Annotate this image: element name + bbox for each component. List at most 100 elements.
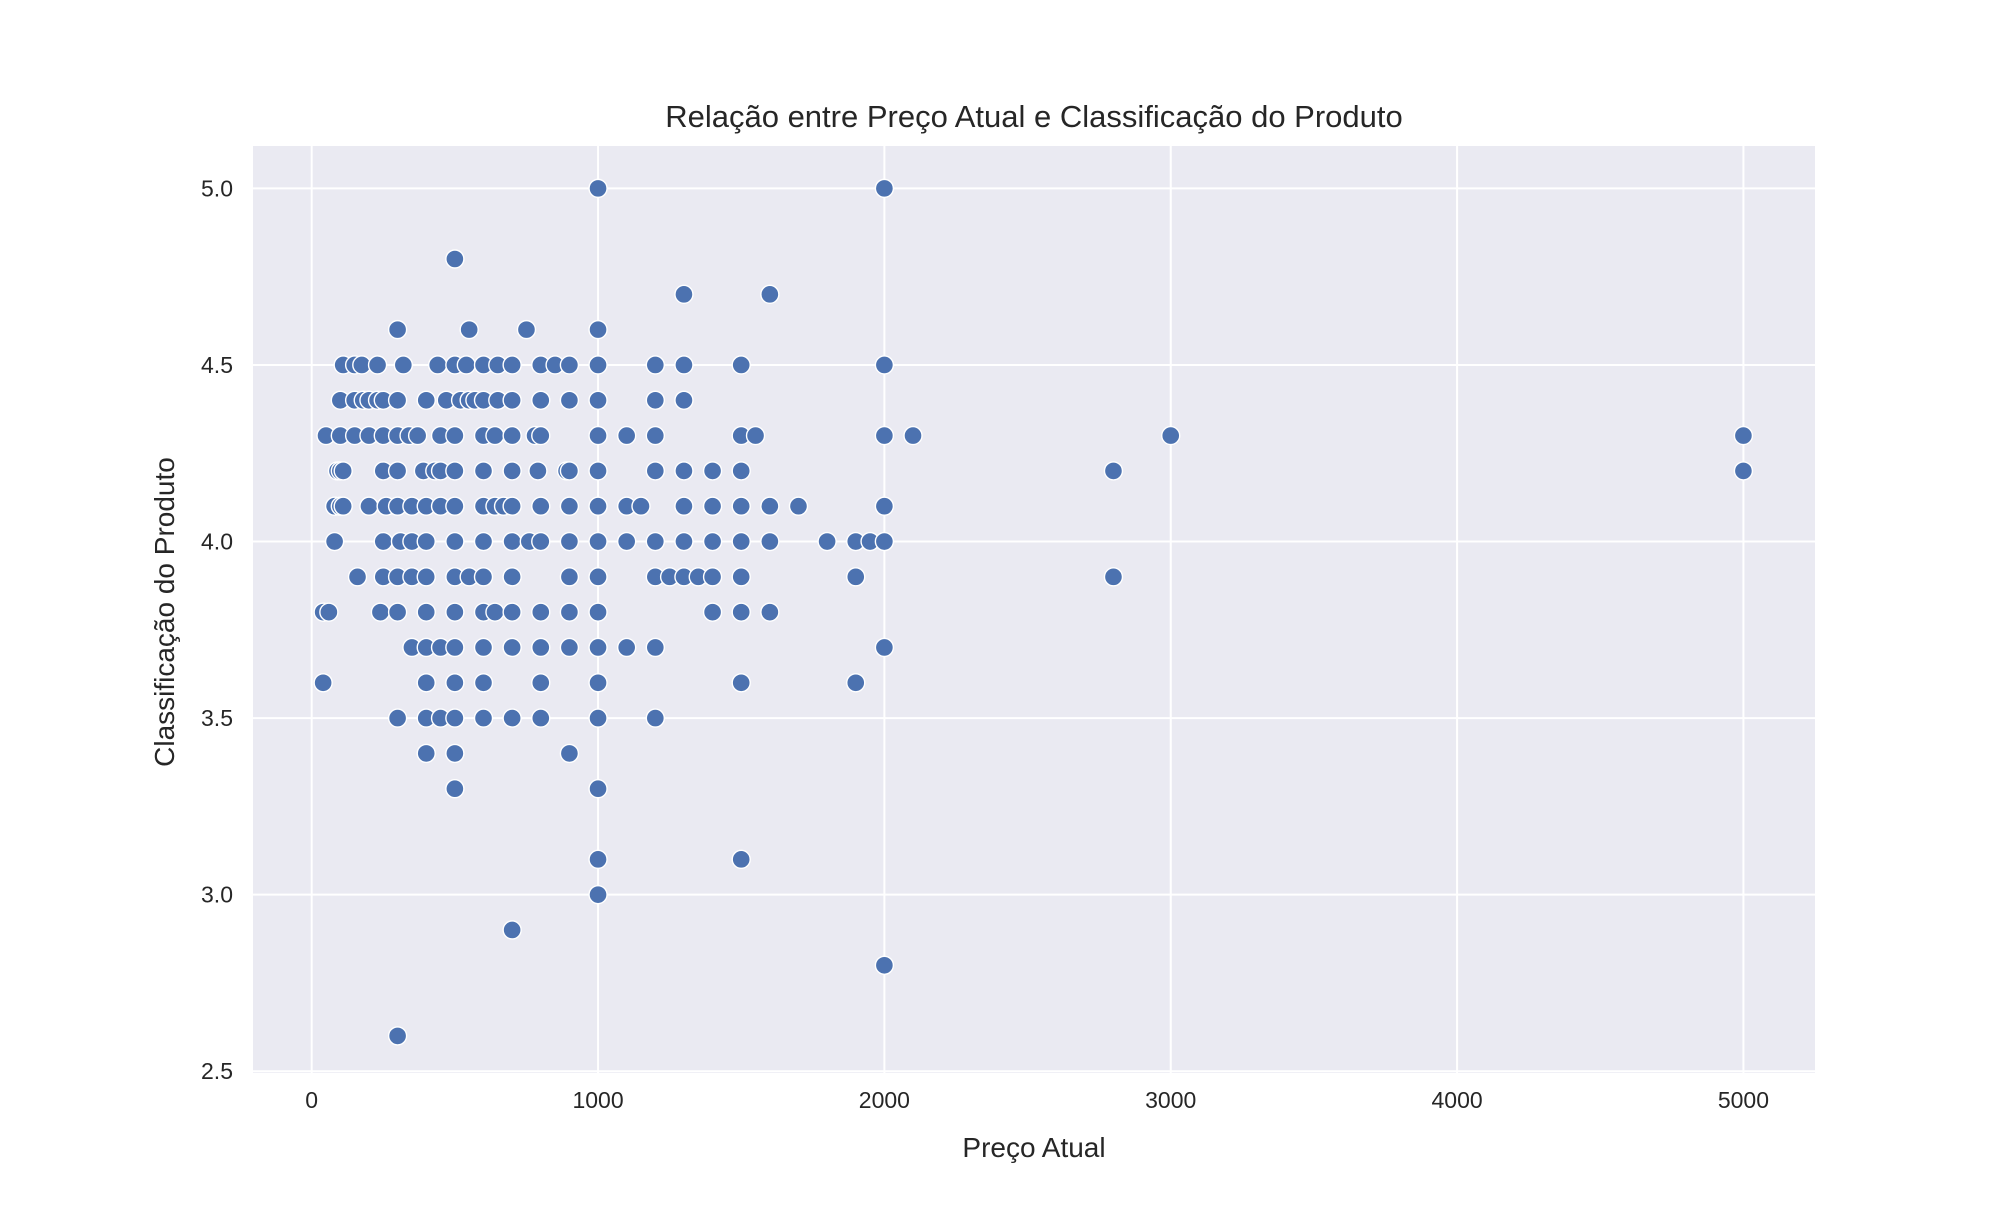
data-point — [645, 355, 666, 375]
y-tick-label: 4.5 — [201, 352, 233, 378]
data-point — [387, 1026, 408, 1046]
data-point — [588, 673, 608, 693]
data-point — [874, 355, 895, 375]
data-point — [702, 567, 723, 587]
x-tick-label: 3000 — [1145, 1087, 1196, 1113]
data-point — [445, 461, 465, 481]
data-point — [473, 567, 494, 587]
data-point — [559, 743, 580, 764]
data-point — [367, 355, 388, 375]
data-point — [333, 461, 353, 481]
data-point — [445, 637, 465, 658]
data-point — [531, 531, 551, 552]
data-point — [702, 461, 723, 481]
data-point — [445, 249, 465, 269]
data-point — [588, 779, 608, 799]
data-point — [903, 425, 923, 446]
data-point — [760, 496, 780, 516]
data-point — [874, 955, 895, 975]
x-axis-label: Preço Atual — [962, 1132, 1105, 1163]
data-point — [387, 602, 408, 622]
data-point — [702, 531, 723, 552]
data-point — [416, 673, 436, 693]
data-point — [731, 355, 751, 375]
data-point — [874, 531, 895, 552]
data-point — [445, 531, 465, 552]
data-point — [1103, 461, 1124, 481]
x-tick-label: 0 — [305, 1087, 318, 1113]
y-tick-label: 3.0 — [201, 882, 233, 908]
y-tick-label: 4.0 — [201, 529, 233, 555]
y-tick-labels: 2.5 3.0 3.5 4.0 4.5 5.0 — [201, 175, 233, 1084]
data-point — [731, 673, 751, 693]
data-point — [445, 743, 465, 764]
data-point — [373, 531, 393, 552]
data-point — [674, 284, 694, 305]
data-point — [370, 602, 391, 622]
data-point — [416, 531, 436, 552]
data-point — [588, 355, 608, 375]
data-point — [616, 637, 637, 658]
data-point — [427, 355, 448, 375]
data-point — [631, 496, 651, 516]
data-point — [645, 637, 666, 658]
data-point — [874, 178, 895, 199]
data-points — [313, 178, 1754, 1046]
data-point — [531, 673, 551, 693]
data-point — [559, 602, 580, 622]
y-tick-label: 3.5 — [201, 705, 233, 731]
data-point — [645, 708, 666, 728]
data-point — [456, 355, 477, 375]
data-point — [559, 567, 580, 587]
data-point — [588, 531, 608, 552]
data-point — [531, 496, 551, 516]
data-point — [531, 425, 551, 446]
data-point — [760, 284, 780, 305]
data-point — [473, 637, 494, 658]
chart-title: Relação entre Preço Atual e Classificaçã… — [665, 99, 1403, 134]
data-point — [616, 531, 637, 552]
data-point — [731, 849, 751, 870]
data-point — [731, 496, 751, 516]
data-point — [1103, 567, 1124, 587]
data-point — [393, 355, 414, 375]
data-point — [531, 708, 551, 728]
data-point — [559, 637, 580, 658]
x-tick-label: 5000 — [1718, 1087, 1769, 1113]
y-tick-label: 2.5 — [201, 1058, 233, 1084]
data-point — [702, 496, 723, 516]
data-point — [645, 390, 666, 410]
x-tick-labels: 0 1000 2000 3000 4000 5000 — [305, 1087, 1769, 1113]
y-axis-label: Classificação do Produto — [149, 457, 180, 767]
data-point — [760, 531, 780, 552]
y-tick-label: 5.0 — [201, 175, 233, 201]
data-point — [313, 673, 333, 693]
data-point — [788, 496, 809, 516]
data-point — [745, 425, 766, 446]
data-point — [588, 567, 608, 587]
data-point — [347, 567, 368, 587]
data-point — [416, 743, 436, 764]
data-point — [387, 461, 408, 481]
data-point — [485, 425, 505, 446]
data-point — [1161, 425, 1181, 446]
data-point — [588, 849, 608, 870]
data-point — [731, 531, 751, 552]
data-point — [674, 390, 694, 410]
data-point — [459, 319, 479, 340]
data-point — [616, 425, 637, 446]
data-point — [846, 567, 866, 587]
data-point — [473, 461, 494, 481]
data-point — [588, 637, 608, 658]
data-point — [559, 496, 580, 516]
data-point — [531, 637, 551, 658]
data-point — [645, 425, 666, 446]
data-point — [528, 461, 548, 481]
data-point — [445, 425, 465, 446]
data-point — [485, 602, 505, 622]
data-point — [502, 531, 522, 552]
data-point — [1733, 425, 1754, 446]
data-point — [516, 319, 537, 340]
data-point — [416, 602, 436, 622]
